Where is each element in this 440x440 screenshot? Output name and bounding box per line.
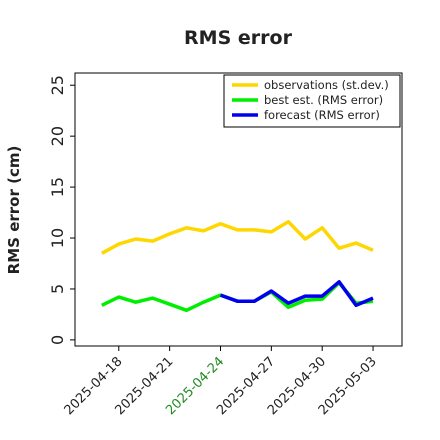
chart-title: RMS error	[184, 27, 293, 49]
legend: observations (st.dev.)best est. (RMS err…	[223, 74, 401, 128]
y-tick-label: 10	[48, 228, 67, 248]
legend-label: observations (st.dev.)	[264, 78, 389, 92]
y-tick-label: 5	[48, 284, 67, 294]
line-series	[219, 280, 374, 308]
legend-label: best est. (RMS error)	[264, 93, 383, 107]
y-tick-label: 25	[48, 75, 67, 95]
y-axis-label: RMS error (cm)	[5, 146, 23, 275]
plot-area	[74, 72, 403, 347]
y-tick-label: 15	[48, 177, 67, 197]
legend-label: forecast (RMS error)	[264, 108, 380, 122]
y-tick-label: 0	[48, 335, 67, 345]
line-series	[100, 219, 374, 255]
y-tick-label: 20	[48, 126, 67, 146]
